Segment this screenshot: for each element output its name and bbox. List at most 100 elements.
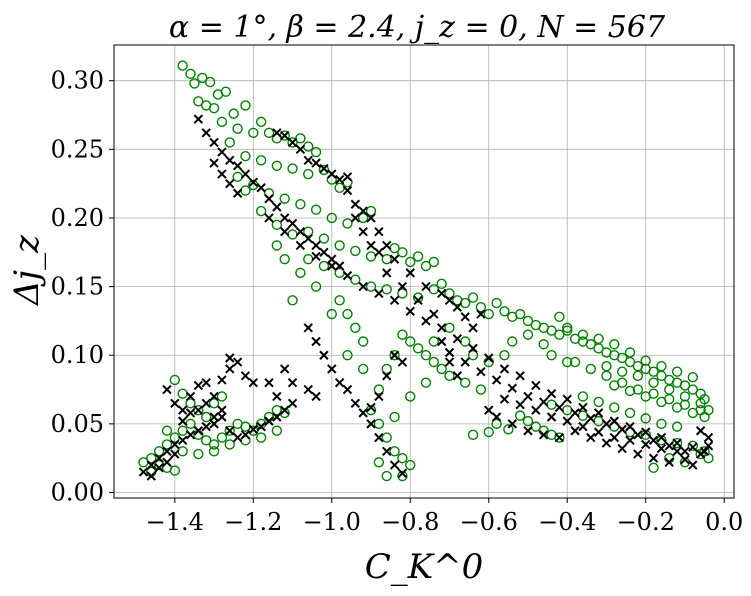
- data-point-x: [507, 383, 517, 393]
- data-point-x: [342, 270, 353, 281]
- data-point-circle: [405, 459, 416, 471]
- data-point-x: [397, 468, 408, 478]
- data-point-x: [217, 147, 227, 157]
- data-point-circle: [522, 329, 534, 340]
- data-point-x: [374, 247, 384, 257]
- data-point-x: [523, 391, 533, 402]
- data-point-circle: [699, 411, 710, 423]
- y-tick-label: 0.00: [51, 479, 104, 507]
- data-point-circle: [303, 253, 314, 265]
- data-point-x: [436, 288, 447, 299]
- data-point-x: [499, 364, 510, 374]
- data-point-x: [185, 408, 196, 418]
- data-point-circle: [389, 446, 400, 457]
- data-point-x: [460, 312, 470, 322]
- data-point-x: [570, 408, 580, 418]
- data-point-circle: [695, 448, 706, 460]
- data-point-x: [146, 471, 156, 481]
- data-point-circle: [475, 301, 487, 313]
- data-point-circle: [577, 391, 589, 402]
- data-point-x: [232, 188, 243, 198]
- data-point-x: [303, 233, 313, 244]
- data-point-x: [319, 350, 329, 360]
- data-point-circle: [546, 350, 557, 361]
- data-point-x: [209, 137, 219, 148]
- data-point-x: [201, 398, 211, 408]
- data-point-x: [225, 178, 235, 189]
- data-point-x: [703, 432, 714, 443]
- data-point-circle: [310, 146, 322, 158]
- data-point-circle: [397, 452, 408, 464]
- plot-frame: [113, 44, 735, 499]
- data-point-circle: [428, 356, 440, 368]
- data-point-x: [468, 323, 478, 333]
- data-point-x: [586, 413, 596, 424]
- data-point-circle: [593, 415, 604, 427]
- data-point-x: [232, 161, 243, 171]
- data-point-x: [201, 421, 211, 432]
- data-point-circle: [381, 284, 392, 295]
- x-tick-label: −0.8: [381, 508, 439, 536]
- data-point-circle: [255, 205, 267, 217]
- data-point-circle: [405, 256, 416, 268]
- data-point-x: [641, 427, 651, 437]
- data-point-circle: [295, 133, 306, 144]
- data-point-x: [444, 347, 455, 358]
- data-point-circle: [483, 426, 494, 438]
- data-point-x: [334, 377, 345, 388]
- data-point-circle: [287, 137, 298, 148]
- data-point-circle: [342, 350, 353, 361]
- data-point-x: [272, 391, 282, 402]
- data-point-circle: [185, 68, 196, 80]
- x-tick-label: −1.2: [224, 508, 282, 536]
- data-point-x: [350, 213, 361, 223]
- data-point-x: [170, 439, 180, 450]
- data-point-x: [554, 432, 565, 443]
- data-point-circle: [138, 457, 149, 468]
- data-point-x: [538, 397, 549, 407]
- data-point-x: [154, 453, 164, 463]
- data-point-circle: [585, 363, 596, 375]
- data-point-x: [311, 336, 321, 347]
- x-tick-label: −0.6: [460, 508, 518, 536]
- data-point-x: [672, 438, 682, 448]
- data-point-circle: [664, 393, 675, 405]
- data-point-circle: [350, 322, 361, 333]
- data-point-circle: [679, 399, 691, 410]
- data-point-x: [232, 432, 243, 443]
- data-point-circle: [326, 308, 337, 320]
- data-point-x: [264, 377, 274, 388]
- chart-title: α = 1°, β = 2.4, j_z = 0, N = 567: [169, 10, 666, 45]
- data-point-x: [609, 432, 620, 443]
- data-point-x: [436, 336, 447, 347]
- data-point-circle: [632, 370, 644, 382]
- data-point-x: [672, 446, 682, 457]
- data-point-circle: [428, 284, 440, 295]
- data-point-x: [523, 426, 533, 436]
- data-point-circle: [248, 127, 259, 139]
- data-point-x: [405, 268, 415, 278]
- data-point-circle: [357, 363, 369, 375]
- data-point-circle: [208, 398, 220, 409]
- data-point-x: [240, 169, 251, 179]
- data-point-circle: [373, 384, 385, 395]
- data-point-x: [586, 432, 596, 443]
- data-point-circle: [616, 352, 628, 364]
- data-point-circle: [193, 96, 204, 107]
- data-point-circle: [334, 182, 345, 193]
- data-point-x: [491, 412, 502, 422]
- data-point-circle: [499, 306, 510, 317]
- data-point-x: [382, 240, 392, 251]
- data-point-circle: [228, 108, 239, 119]
- data-point-circle: [197, 72, 208, 84]
- data-point-x: [193, 405, 204, 415]
- y-tick-label: 0.15: [51, 273, 104, 301]
- data-point-circle: [295, 267, 306, 279]
- data-point-circle: [303, 168, 314, 180]
- data-point-circle: [318, 260, 330, 272]
- data-point-x: [413, 295, 423, 306]
- data-point-circle: [616, 366, 628, 377]
- data-point-x: [272, 128, 282, 138]
- data-point-circle: [546, 399, 557, 410]
- data-point-circle: [287, 295, 298, 306]
